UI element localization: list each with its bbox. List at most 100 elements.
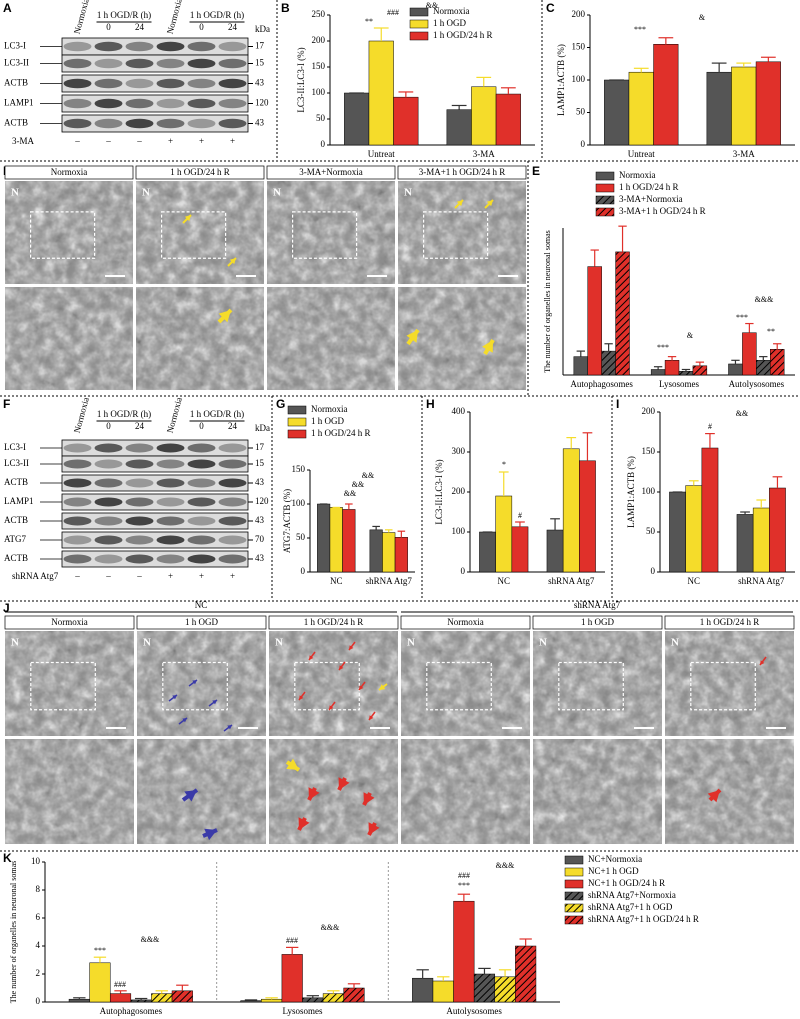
micrograph-texture [267,181,395,284]
row-label: ACTB [4,553,28,563]
nucleus-marker: N [273,187,281,199]
label-box [4,165,134,180]
legend-swatch [564,855,584,865]
x-tick-label: shRNA Atg7 [548,576,595,586]
bar [322,993,344,1003]
blot-band [187,497,216,507]
x-tick-label: 3-MA [473,149,495,159]
blot-band [125,58,154,69]
lane-header: 24 [135,22,145,32]
micrograph-texture [137,739,266,844]
blot-band [63,98,92,109]
bar [736,514,754,573]
panel-letter: C [546,1,555,15]
arrow [223,724,233,732]
x-tick-label: Untreat [368,149,395,159]
kda-unit: kDa [255,24,270,34]
bar [109,993,132,1003]
arrow-head [204,828,217,841]
y-tick-label: 150 [292,464,306,474]
legend-label: shRNA Atg7+1 h OGD [588,902,673,912]
significance: &&& [496,861,515,870]
blot-band [94,443,123,453]
inset-box [30,211,96,259]
blot-band [187,459,216,469]
blot-band [218,459,247,469]
bar [515,945,537,1003]
lane-header: Normoxia [72,0,91,35]
bar [412,977,434,1003]
arrow [298,691,306,701]
row-label: ACTB [4,515,28,525]
arrow-head [359,685,364,690]
nucleus-marker: N [11,187,19,199]
inset-box [30,661,96,711]
kda-label: 43 [255,118,265,128]
blot-band [218,516,247,526]
panel-letter: I [616,397,619,411]
arrow-head [227,725,232,730]
significance: ### [387,8,399,17]
significance: && [362,471,375,480]
significance: ### [114,980,126,989]
bar [453,900,475,1003]
bar [669,491,686,573]
micrograph-label: Normoxia [447,617,484,627]
treatment-sign: – [136,136,142,146]
bar [281,954,303,1003]
x-tick-label: Autophagosomes [100,1006,163,1016]
bar [579,460,596,573]
arrow [227,257,237,267]
blot-band [156,554,185,564]
micrograph-texture [136,287,264,390]
legend-label: Normoxia [619,170,656,180]
row-label: LAMP1 [4,98,34,108]
nucleus-marker: N [142,187,150,199]
micrograph-label: 1 h OGD/24 h R [304,617,364,627]
label-box [136,615,267,630]
inset-box [161,211,227,259]
arrow [181,788,199,802]
blot-band [156,478,185,488]
blot-band [94,78,123,89]
arrow [406,328,420,346]
x-tick-label: Lysosomes [659,379,700,389]
lane-header: 0 [106,421,111,431]
y-tick-label: 0 [321,139,326,149]
blot-band [94,98,123,109]
legend-label: 3-MA+1 h OGD/24 h R [619,206,706,216]
arrow-head [184,790,197,802]
bar [151,993,173,1003]
blot-band [63,443,92,453]
arrow-head [298,817,310,830]
bar [615,251,630,376]
blot-band [125,98,154,109]
micrograph-texture [401,739,530,844]
bar [446,109,472,146]
legend-label: NC+1 h OGD [588,866,639,876]
label-box [4,615,135,630]
y-tick-label: 50 [646,526,656,536]
x-tick-label: 3-MA [733,149,755,159]
micrograph-texture [5,181,133,284]
micrograph-texture [136,181,264,284]
arrow [168,694,178,702]
y-tick-label: 200 [452,486,466,496]
legend-label: 1 h OGD/24 h R [619,182,679,192]
micrograph-texture [533,631,662,736]
blot-band [156,58,185,69]
arrow-head [482,340,493,353]
treatment-sign: + [168,571,173,581]
nucleus-marker: N [404,187,412,199]
micrograph-label: 1 h OGD [581,617,614,627]
lane-header: Normoxia [165,396,184,434]
bar [317,503,331,573]
arrow-head [184,215,191,222]
arrow [285,758,301,772]
label-box [664,615,795,630]
bar [756,360,771,376]
legend-label: NC+1 h OGD/24 h R [588,878,665,888]
row-label: LC3-II [4,58,29,68]
y-tick-label: 300 [452,446,466,456]
arrow [362,792,375,806]
